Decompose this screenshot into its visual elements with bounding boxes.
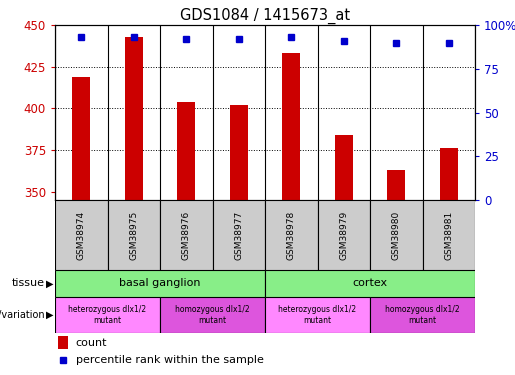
Text: GSM38981: GSM38981 bbox=[444, 210, 453, 260]
Bar bbox=[108, 200, 160, 270]
Bar bbox=[160, 200, 213, 270]
Bar bbox=[387, 170, 405, 200]
Text: count: count bbox=[76, 338, 107, 348]
Bar bbox=[440, 148, 458, 200]
Bar bbox=[265, 200, 318, 270]
Text: basal ganglion: basal ganglion bbox=[119, 279, 201, 288]
Bar bbox=[230, 105, 248, 200]
Text: cortex: cortex bbox=[352, 279, 388, 288]
Text: GSM38974: GSM38974 bbox=[77, 210, 86, 260]
Bar bbox=[335, 135, 353, 200]
Bar bbox=[282, 53, 300, 200]
Text: homozygous dlx1/2
mutant: homozygous dlx1/2 mutant bbox=[385, 305, 460, 325]
Bar bbox=[318, 200, 370, 270]
Text: GSM38979: GSM38979 bbox=[339, 210, 348, 260]
Text: genotype/variation: genotype/variation bbox=[0, 310, 45, 320]
Text: tissue: tissue bbox=[12, 279, 45, 288]
Text: GSM38978: GSM38978 bbox=[287, 210, 296, 260]
Bar bbox=[55, 297, 160, 333]
Text: GSM38980: GSM38980 bbox=[392, 210, 401, 260]
Bar bbox=[265, 270, 475, 297]
Text: ▶: ▶ bbox=[46, 279, 54, 288]
Text: homozygous dlx1/2
mutant: homozygous dlx1/2 mutant bbox=[175, 305, 250, 325]
Bar bbox=[125, 37, 143, 200]
Bar bbox=[58, 336, 68, 349]
Text: GSM38977: GSM38977 bbox=[234, 210, 243, 260]
Text: heterozygous dlx1/2
mutant: heterozygous dlx1/2 mutant bbox=[279, 305, 356, 325]
Bar bbox=[265, 297, 370, 333]
Bar bbox=[160, 297, 265, 333]
Bar bbox=[370, 297, 475, 333]
Bar bbox=[72, 76, 91, 200]
Bar bbox=[370, 200, 422, 270]
Text: heterozygous dlx1/2
mutant: heterozygous dlx1/2 mutant bbox=[68, 305, 147, 325]
Title: GDS1084 / 1415673_at: GDS1084 / 1415673_at bbox=[180, 8, 350, 24]
Text: ▶: ▶ bbox=[46, 310, 54, 320]
Text: GSM38976: GSM38976 bbox=[182, 210, 191, 260]
Text: GSM38975: GSM38975 bbox=[129, 210, 138, 260]
Bar bbox=[55, 270, 265, 297]
Text: percentile rank within the sample: percentile rank within the sample bbox=[76, 355, 264, 365]
Bar bbox=[55, 200, 108, 270]
Bar bbox=[213, 200, 265, 270]
Bar bbox=[177, 102, 195, 200]
Bar bbox=[422, 200, 475, 270]
